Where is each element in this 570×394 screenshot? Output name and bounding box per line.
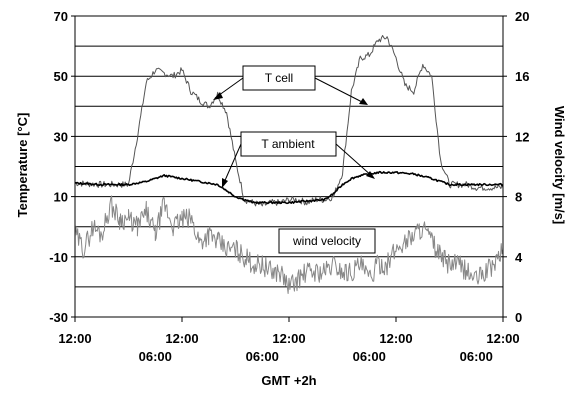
callout-t-cell-arrowhead-right bbox=[359, 98, 368, 105]
right-tick-label: 20 bbox=[515, 9, 529, 24]
x-tick-label-bottom: 06:00 bbox=[460, 349, 493, 364]
right-tick-label: 16 bbox=[515, 69, 529, 84]
callout-t-cell-arrow-right bbox=[314, 77, 367, 105]
x-tick-label-bottom: 06:00 bbox=[353, 349, 386, 364]
callout-t-ambient-arrowhead-left bbox=[222, 178, 228, 188]
right-tick-label: 8 bbox=[515, 190, 522, 205]
y2-axis-title: Wind velocity [m/s] bbox=[552, 106, 567, 224]
x-axis-title: GMT +2h bbox=[261, 373, 316, 388]
left-tick-label: -30 bbox=[49, 310, 68, 325]
right-tick-label: 12 bbox=[515, 129, 529, 144]
callout-t-ambient: T ambient bbox=[222, 131, 375, 188]
right-axis-ticks: 20 16 12 8 4 0 bbox=[503, 9, 529, 325]
right-tick-label: 4 bbox=[515, 250, 523, 265]
x-tick-label-top: 12:00 bbox=[486, 331, 519, 346]
left-tick-label: -10 bbox=[49, 250, 68, 265]
callout-t-ambient-arrow-right bbox=[335, 143, 374, 178]
callout-wind-velocity: wind velocity bbox=[278, 228, 376, 254]
callout-t-cell: T cell bbox=[213, 65, 368, 105]
callout-t-ambient-arrow-left bbox=[222, 143, 242, 186]
left-tick-label: 30 bbox=[54, 129, 68, 144]
callout-t-cell-arrowhead-left bbox=[213, 92, 223, 100]
x-tick-label-top: 12:00 bbox=[379, 331, 412, 346]
x-axis-ticks: 12:00 12:00 12:00 12:00 12:00 06:00 06:00 06:00… bbox=[58, 317, 520, 364]
series-line-t-ambient bbox=[74, 170, 504, 205]
callout-t-cell-label: T cell bbox=[265, 71, 293, 85]
x-tick-label-top: 12:00 bbox=[58, 331, 91, 346]
callout-wind-velocity-label: wind velocity bbox=[292, 234, 361, 248]
left-tick-label: 50 bbox=[54, 69, 68, 84]
x-tick-label-bottom: 06:00 bbox=[246, 349, 279, 364]
series-line-wind-velocity bbox=[74, 195, 504, 294]
left-tick-label: 70 bbox=[54, 9, 68, 24]
right-tick-label: 0 bbox=[515, 310, 522, 325]
left-tick-label: 10 bbox=[54, 190, 68, 205]
x-tick-label-bottom: 06:00 bbox=[139, 349, 172, 364]
x-tick-label-top: 12:00 bbox=[165, 331, 198, 346]
series-layer bbox=[74, 35, 504, 294]
callout-wind-velocity-box bbox=[278, 228, 376, 254]
left-axis-ticks: 70 50 30 10 -10 -30 bbox=[49, 9, 75, 325]
callout-t-ambient-label: T ambient bbox=[261, 137, 315, 151]
x-tick-label-top: 12:00 bbox=[272, 331, 305, 346]
callout-t-ambient-arrowhead-right bbox=[366, 171, 375, 179]
y-axis-title: Temperature [°C] bbox=[15, 113, 30, 218]
